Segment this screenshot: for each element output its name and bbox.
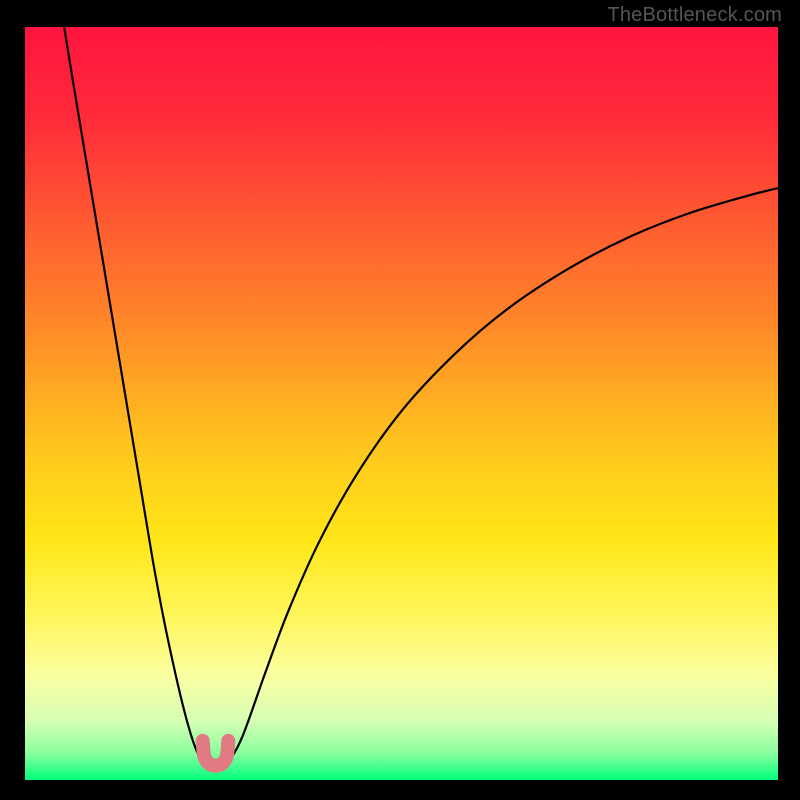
- plot-svg: [25, 27, 778, 780]
- gradient-background: [25, 27, 778, 780]
- figure-frame: TheBottleneck.com: [0, 0, 800, 800]
- watermark-text: TheBottleneck.com: [607, 4, 782, 27]
- plot-area: [25, 27, 778, 780]
